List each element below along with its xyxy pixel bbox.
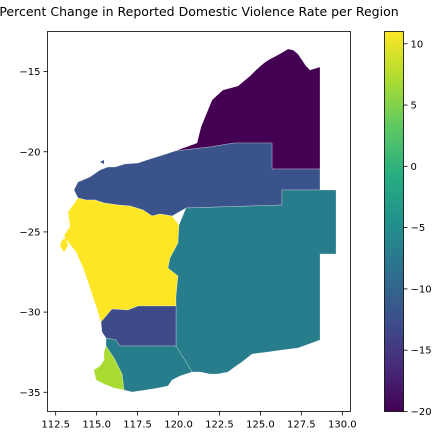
colorbar [384, 31, 404, 412]
colorbar-axis: 10 5 0 −5 −10 −15 −20 [403, 39, 432, 418]
x-tick-label: 125.0 [246, 420, 275, 431]
colorbar-tick-label: −20 [411, 407, 432, 418]
colorbar-tick-label: −10 [411, 284, 432, 295]
colorbar-tick-label: 10 [411, 39, 424, 50]
x-tick-label: 122.5 [205, 420, 234, 431]
x-tick-label: 112.5 [41, 420, 70, 431]
y-axis: −15 −20 −25 −30 −35 [19, 67, 48, 399]
x-tick-label: 115.0 [82, 420, 111, 431]
x-axis: 112.5 115.0 117.5 120.0 122.5 125.0 127.5 130.0 [41, 411, 357, 431]
colorbar-tick-label: −5 [411, 223, 426, 234]
chart-title: Percent Change in Reported Domestic Viol… [0, 4, 399, 19]
y-tick-label: −20 [19, 147, 40, 158]
map-axes-frame [47, 31, 351, 412]
island-shark-bay [60, 238, 68, 252]
region-goldfields-esperance [167, 189, 337, 375]
x-tick-label: 127.5 [287, 420, 316, 431]
region-south-west [93, 345, 125, 391]
x-tick-label: 117.5 [123, 420, 152, 431]
y-tick-label: −30 [19, 308, 40, 319]
colorbar-tick-label: −15 [411, 346, 432, 357]
x-tick-label: 130.0 [328, 420, 357, 431]
colorbar-tick-label: 0 [411, 162, 417, 173]
island-north [100, 160, 104, 164]
y-tick-label: −35 [19, 388, 40, 399]
map-regions [63, 48, 337, 393]
colorbar-tick-label: 5 [411, 101, 417, 112]
x-tick-label: 120.0 [164, 420, 193, 431]
y-tick-label: −15 [19, 67, 40, 78]
region-gascoyne-midwest [63, 197, 180, 323]
y-tick-label: −25 [19, 227, 40, 238]
